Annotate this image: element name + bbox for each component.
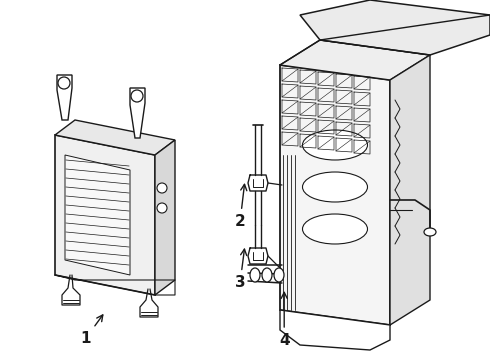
Polygon shape (55, 120, 175, 155)
Polygon shape (57, 75, 72, 120)
Ellipse shape (302, 172, 368, 202)
Text: 2: 2 (235, 184, 247, 229)
Circle shape (157, 183, 167, 193)
Text: 3: 3 (235, 249, 246, 290)
Polygon shape (280, 65, 390, 325)
Text: 1: 1 (80, 315, 103, 346)
Ellipse shape (262, 268, 272, 282)
Polygon shape (155, 140, 175, 295)
Polygon shape (65, 155, 130, 275)
Polygon shape (280, 310, 390, 350)
Ellipse shape (302, 130, 368, 160)
Ellipse shape (424, 228, 436, 236)
Ellipse shape (302, 214, 368, 244)
Polygon shape (390, 55, 430, 325)
Polygon shape (300, 0, 490, 55)
Polygon shape (280, 40, 430, 80)
Ellipse shape (250, 268, 260, 282)
Polygon shape (55, 135, 155, 295)
Text: 4: 4 (279, 292, 290, 348)
Ellipse shape (274, 268, 284, 282)
Circle shape (157, 203, 167, 213)
Polygon shape (130, 88, 145, 138)
